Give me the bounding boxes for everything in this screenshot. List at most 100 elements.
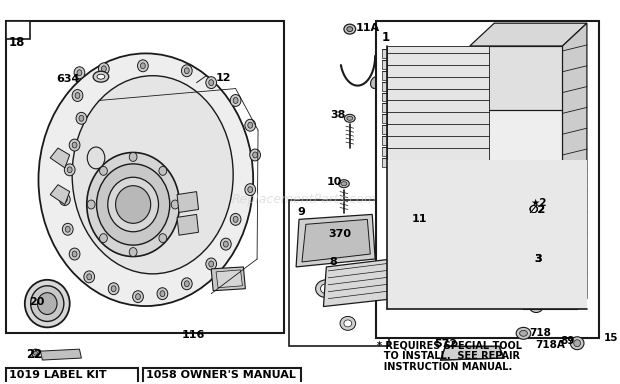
Polygon shape bbox=[382, 82, 461, 91]
Ellipse shape bbox=[100, 234, 107, 243]
Ellipse shape bbox=[76, 113, 87, 124]
Ellipse shape bbox=[108, 283, 119, 295]
Ellipse shape bbox=[209, 79, 214, 86]
Text: 370: 370 bbox=[329, 229, 352, 239]
Ellipse shape bbox=[336, 230, 360, 244]
Ellipse shape bbox=[475, 118, 572, 232]
Polygon shape bbox=[470, 46, 562, 110]
Ellipse shape bbox=[65, 226, 70, 232]
Ellipse shape bbox=[115, 186, 151, 223]
Ellipse shape bbox=[345, 114, 355, 122]
Polygon shape bbox=[387, 46, 489, 160]
Ellipse shape bbox=[171, 200, 179, 209]
Bar bbox=[452, 350, 487, 358]
Polygon shape bbox=[387, 160, 587, 308]
Bar bbox=[376, 21, 599, 338]
Ellipse shape bbox=[136, 294, 141, 300]
Polygon shape bbox=[382, 93, 458, 101]
Ellipse shape bbox=[230, 94, 241, 106]
Text: ReplacementParts.com: ReplacementParts.com bbox=[231, 193, 376, 206]
Ellipse shape bbox=[77, 70, 82, 76]
Ellipse shape bbox=[97, 74, 105, 79]
Ellipse shape bbox=[223, 241, 228, 247]
Polygon shape bbox=[382, 71, 464, 79]
Text: 3: 3 bbox=[534, 254, 542, 264]
Ellipse shape bbox=[230, 214, 241, 225]
Ellipse shape bbox=[133, 291, 143, 303]
Ellipse shape bbox=[357, 259, 362, 263]
Circle shape bbox=[535, 255, 547, 267]
Ellipse shape bbox=[520, 330, 528, 336]
Ellipse shape bbox=[30, 286, 64, 321]
Ellipse shape bbox=[69, 248, 80, 260]
Ellipse shape bbox=[233, 98, 238, 103]
Polygon shape bbox=[302, 219, 370, 262]
Bar bbox=[143, 368, 301, 384]
Ellipse shape bbox=[347, 116, 353, 120]
Polygon shape bbox=[382, 136, 446, 145]
Ellipse shape bbox=[79, 115, 84, 121]
Ellipse shape bbox=[69, 139, 80, 151]
Ellipse shape bbox=[72, 142, 77, 148]
Ellipse shape bbox=[341, 182, 347, 186]
Ellipse shape bbox=[245, 184, 255, 195]
Bar bbox=[6, 21, 30, 39]
Ellipse shape bbox=[344, 24, 356, 34]
Text: 1019 LABEL KIT: 1019 LABEL KIT bbox=[9, 370, 107, 380]
Ellipse shape bbox=[206, 258, 216, 270]
Bar bbox=[290, 200, 389, 346]
Polygon shape bbox=[382, 147, 443, 156]
Ellipse shape bbox=[347, 26, 353, 31]
Ellipse shape bbox=[72, 251, 77, 257]
Ellipse shape bbox=[355, 257, 365, 265]
Ellipse shape bbox=[38, 53, 253, 306]
Ellipse shape bbox=[87, 274, 92, 280]
Ellipse shape bbox=[342, 234, 354, 241]
Ellipse shape bbox=[64, 164, 75, 176]
Ellipse shape bbox=[72, 76, 233, 274]
Ellipse shape bbox=[556, 240, 571, 258]
Text: 718A: 718A bbox=[535, 340, 565, 350]
Text: 116: 116 bbox=[182, 330, 205, 340]
Ellipse shape bbox=[221, 238, 231, 250]
Ellipse shape bbox=[233, 217, 238, 222]
Ellipse shape bbox=[206, 77, 216, 89]
Ellipse shape bbox=[529, 301, 543, 313]
Polygon shape bbox=[382, 125, 450, 134]
Ellipse shape bbox=[250, 149, 260, 161]
Ellipse shape bbox=[245, 119, 255, 131]
Polygon shape bbox=[382, 49, 470, 58]
Ellipse shape bbox=[33, 351, 37, 355]
Text: 11: 11 bbox=[411, 214, 427, 224]
Ellipse shape bbox=[339, 180, 349, 188]
Ellipse shape bbox=[129, 248, 137, 257]
Polygon shape bbox=[523, 200, 577, 308]
Bar bbox=[6, 21, 285, 333]
Ellipse shape bbox=[63, 223, 73, 235]
Ellipse shape bbox=[550, 234, 577, 264]
Ellipse shape bbox=[159, 234, 167, 243]
Polygon shape bbox=[382, 158, 441, 167]
Ellipse shape bbox=[129, 152, 137, 161]
Ellipse shape bbox=[75, 93, 80, 98]
Ellipse shape bbox=[74, 67, 85, 79]
Ellipse shape bbox=[25, 280, 69, 327]
Ellipse shape bbox=[612, 333, 620, 347]
Ellipse shape bbox=[37, 293, 57, 314]
Ellipse shape bbox=[516, 327, 531, 339]
Ellipse shape bbox=[248, 187, 253, 193]
Polygon shape bbox=[177, 214, 198, 235]
Ellipse shape bbox=[141, 63, 145, 69]
Polygon shape bbox=[50, 148, 69, 168]
Text: ∅2: ∅2 bbox=[528, 205, 546, 215]
Ellipse shape bbox=[67, 167, 72, 173]
Text: 634: 634 bbox=[56, 74, 79, 84]
Ellipse shape bbox=[182, 65, 192, 77]
Text: 1058 OWNER'S MANUAL: 1058 OWNER'S MANUAL bbox=[146, 370, 296, 380]
Polygon shape bbox=[387, 46, 577, 308]
Text: ∅2: ∅2 bbox=[528, 205, 546, 215]
Polygon shape bbox=[382, 60, 467, 69]
Ellipse shape bbox=[615, 337, 620, 344]
Polygon shape bbox=[40, 349, 81, 360]
Ellipse shape bbox=[87, 147, 105, 169]
